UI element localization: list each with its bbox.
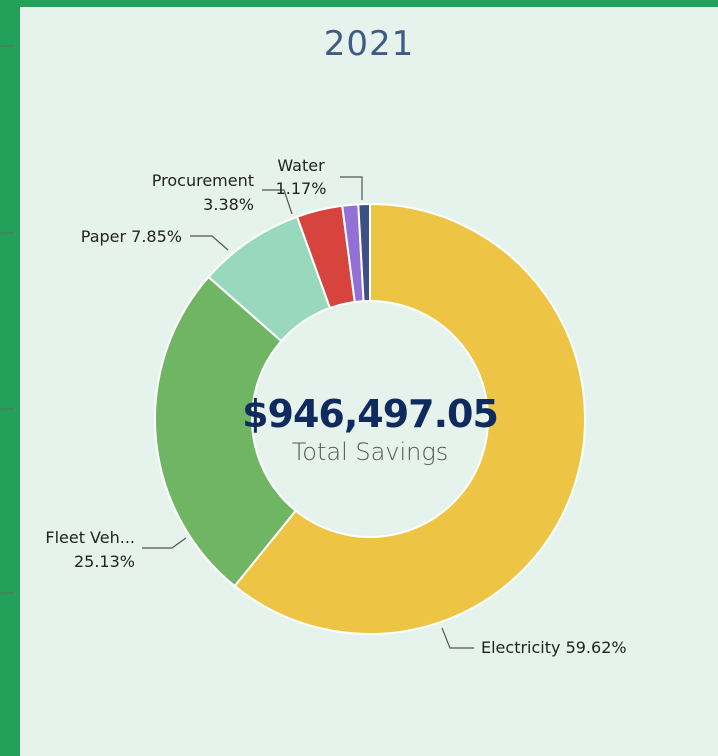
frame-edge-mark <box>0 232 14 234</box>
label-water-name: Water <box>277 156 325 175</box>
total-savings-value: $946,497.05 <box>242 392 499 436</box>
slice-fleet-veh <box>154 275 298 588</box>
leader-line-electricity <box>441 627 474 649</box>
frame-edge-marks <box>0 0 20 756</box>
chart-title: 2021 <box>323 24 415 64</box>
frame-edge-mark <box>0 45 14 47</box>
label-procurement-percent: 3.38% <box>203 195 254 214</box>
slice-other <box>357 202 371 303</box>
leader-line-water <box>340 176 363 200</box>
label-paper: Paper 7.85% <box>81 227 182 246</box>
frame-edge-mark <box>0 592 14 594</box>
leader-line-paper <box>190 235 229 251</box>
label-electricity: Electricity 59.62% <box>481 638 627 657</box>
label-procurement-name: Procurement <box>152 171 254 190</box>
frame-edge-mark <box>0 408 14 410</box>
label-fleet-name: Fleet Veh... <box>45 528 135 547</box>
donut-slices <box>154 202 586 635</box>
label-fleet-percent: 25.13% <box>74 552 135 571</box>
total-savings-label: Total Savings <box>291 438 449 466</box>
leader-line-procurement <box>262 189 293 215</box>
leader-line-fleet <box>142 537 187 549</box>
slice-electricity <box>233 202 586 635</box>
label-water-percent: 1.17% <box>276 179 327 198</box>
